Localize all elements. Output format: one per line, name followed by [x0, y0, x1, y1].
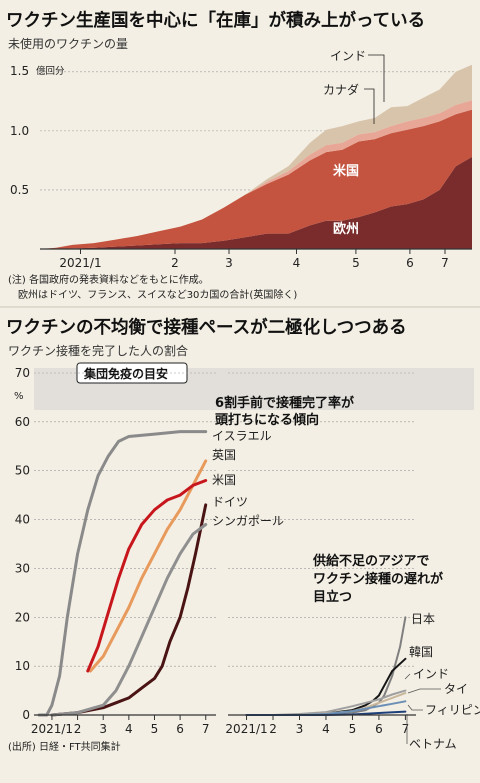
stock-ytick-label: 1.5 [10, 64, 29, 78]
vac-xtick-label: 7 [202, 722, 210, 736]
stock-area-欧州 [40, 156, 472, 249]
vac-xtick-label: 4 [322, 722, 330, 736]
stock-chart-x-axis: 2021/1 2 3 4 5 6 7 [59, 249, 449, 270]
label-us: 米国 [212, 473, 236, 487]
series-label-us: 米国 [333, 163, 359, 179]
vaccination-chart: ワクチンの不均衡で接種ペースが二極化しつつある ワクチン接種を完了した人の割合 … [6, 317, 480, 753]
label-uk: 英国 [212, 448, 236, 462]
vac-xtick-label: 7 [402, 722, 410, 736]
label-india-vac: インド [413, 667, 449, 681]
note-line-1: (注) 各国政府の発表資料などをもとに作成。 [8, 273, 209, 286]
vac-xtick-label: 4 [125, 722, 133, 736]
left-series-labels: イスラエル 英国 米国 ドイツ シンガポール [212, 429, 284, 528]
vac-xtick-label: 5 [349, 722, 357, 736]
left-annotation-line-2: 頭打ちになる傾向 [215, 412, 319, 428]
vac-ytick-label: 60 [15, 415, 30, 429]
stock-ytick-label: 1.0 [10, 124, 29, 138]
stock-area-米国 [40, 109, 472, 249]
vaccination-chart-title: ワクチンの不均衡で接種ペースが二極化しつつある [6, 317, 407, 338]
label-thailand: タイ [444, 682, 468, 696]
line-ドイツ [50, 503, 208, 717]
vac-xtick-label: 2 [74, 722, 82, 736]
line-米国 [86, 479, 208, 673]
vac-xtick-label: 6 [375, 722, 383, 736]
source-note: (出所) 日経・FT共同集計 [8, 740, 121, 753]
series-label-europe: 欧州 [333, 221, 359, 237]
leader-india [404, 673, 411, 680]
label-philippines: フィリピン [425, 703, 480, 717]
india-leader-line [368, 54, 385, 102]
stock-xtick-label: 7 [441, 256, 449, 270]
vac-xtick-label: 2021/1 [225, 722, 267, 736]
line-英国 [88, 459, 208, 673]
stock-chart-y-axis: 1.5 億回分 1.0 0.5 [10, 64, 65, 197]
right-annotation-line-3: 目立つ [313, 589, 352, 605]
stock-chart-areas [40, 64, 472, 249]
series-label-india: インド [330, 49, 366, 63]
stock-xtick-label: 2 [171, 256, 179, 270]
vac-ytick-label: 40 [15, 513, 30, 527]
vac-ytick-label: 10 [15, 659, 30, 673]
vac-xtick-label: 6 [176, 722, 184, 736]
stock-chart-subtitle: 未使用のワクチンの量 [8, 36, 128, 51]
canada-leader-line [364, 88, 375, 124]
vac-xtick-label: 5 [151, 722, 159, 736]
label-singapore: シンガポール [212, 514, 284, 528]
right-annotation-line-2: ワクチン接種の遅れが [313, 571, 443, 587]
leader-philippines [407, 704, 423, 711]
stock-area-カナダ [40, 100, 472, 249]
label-korea: 韓国 [409, 645, 433, 659]
vaccination-unit-label: % [14, 391, 24, 402]
line-シンガポール [50, 523, 208, 717]
stock-chart-title: ワクチン生産国を中心に「在庫」が積み上がっている [6, 10, 425, 31]
label-israel: イスラエル [212, 429, 272, 443]
stock-ytick-label: 0.5 [10, 183, 29, 197]
leader-thailand [407, 688, 441, 694]
stock-xtick-label: 4 [293, 256, 301, 270]
label-germany: ドイツ [212, 495, 248, 509]
right-annotation-line-1: 供給不足のアジアで [312, 553, 429, 569]
stock-series-labels: 欧州 米国 カナダ インド [323, 49, 385, 237]
stock-xtick-label: 3 [225, 256, 233, 270]
vac-ytick-label: 20 [15, 610, 30, 624]
note-line-2: 欧州はドイツ、フランス、スイスなど30カ国の合計(英国除く) [18, 288, 297, 301]
left-annotation-line-1: 6割手前で接種完了率が [215, 395, 354, 411]
vaccination-y-axis: 70 60 50 40 30 20 10 0 [15, 366, 30, 722]
vac-xtick-label: 2021/1 [31, 722, 73, 736]
vaccination-gridlines [34, 372, 416, 667]
herd-immunity-label: 集団免疫の目安 [83, 366, 168, 381]
stock-xtick-label: 5 [352, 256, 360, 270]
stock-xtick-label: 6 [406, 256, 414, 270]
stock-unit-label: 億回分 [36, 65, 65, 77]
right-series-labels: 日本 韓国 インド タイ フィリピン ベトナム [404, 612, 480, 751]
vac-ytick-label: 30 [15, 561, 30, 575]
vac-ytick-label: 70 [15, 366, 30, 380]
vac-ytick-label: 50 [15, 464, 30, 478]
stock-xtick-label: 2021/1 [59, 256, 101, 270]
vac-xtick-label: 2 [269, 722, 277, 736]
vaccination-x-axes: 2021/1 2 3 4 5 6 7 2021/1 2 3 4 5 6 7 [31, 715, 409, 736]
vac-ytick-label: 0 [22, 708, 30, 722]
label-japan: 日本 [411, 612, 435, 626]
vaccination-chart-subtitle: ワクチン接種を完了した人の割合 [8, 343, 188, 358]
vac-xtick-label: 3 [99, 722, 107, 736]
label-vietnam: ベトナム [409, 737, 457, 751]
line-イスラエル [37, 430, 208, 717]
vac-xtick-label: 3 [296, 722, 304, 736]
left-panel-lines [37, 430, 208, 717]
stock-chart: ワクチン生産国を中心に「在庫」が積み上がっている 未使用のワクチンの量 1.5 … [6, 10, 472, 301]
series-label-canada: カナダ [323, 82, 359, 97]
